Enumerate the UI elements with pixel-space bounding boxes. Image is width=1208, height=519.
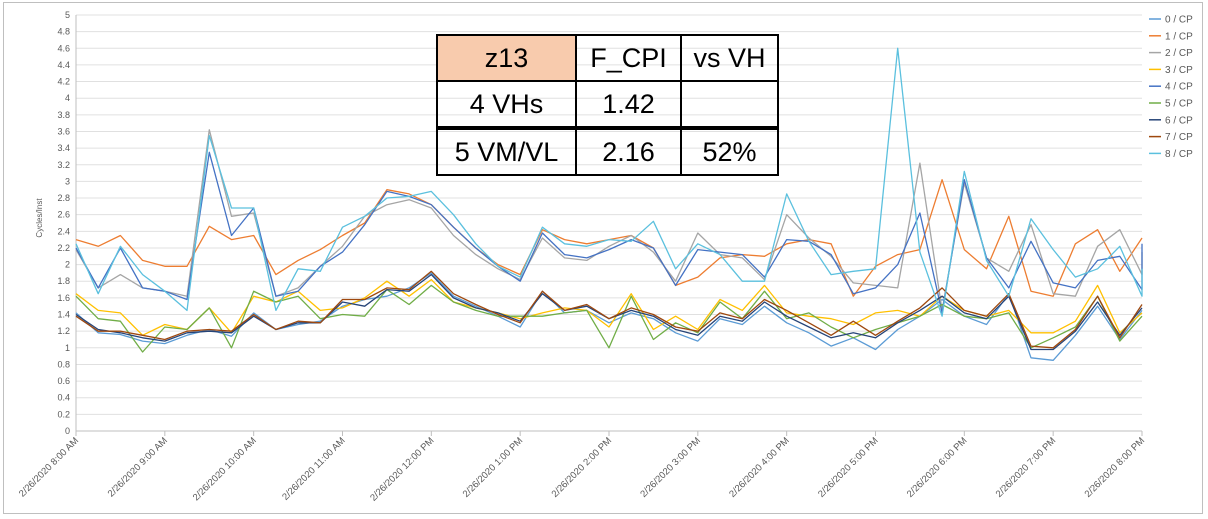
y-tick-label: 4.6 [57, 43, 70, 53]
legend-label: 6 / CP [1165, 115, 1193, 126]
y-tick-label: 0.2 [57, 409, 70, 419]
table-header-cell: vs VH [680, 34, 779, 82]
x-tick-label: 2/26/2020 5:00 PM [816, 435, 881, 500]
series-line-8-cp [75, 47, 1143, 317]
y-tick-label: 5 [65, 10, 70, 20]
table-row: 4 VHs 1.42 [436, 80, 779, 129]
x-tick-label: 2/26/2020 7:00 PM [994, 435, 1059, 500]
x-tick-label: 2/26/2020 8:00 AM [17, 435, 81, 499]
y-tick-label: 4 [65, 93, 70, 103]
y-tick-label: 3.6 [57, 126, 70, 136]
y-axis-label: Cycles/Inst [35, 198, 44, 238]
y-tick-label: 3.8 [57, 110, 70, 120]
legend-label: 2 / CP [1165, 48, 1193, 59]
x-tick-label: 2/26/2020 1:00 PM [461, 435, 526, 500]
legend-label: 3 / CP [1165, 65, 1193, 76]
y-tick-label: 3 [65, 176, 70, 186]
table-row: 5 VM/VL 2.16 52% [436, 126, 779, 176]
y-tick-label: 1.6 [57, 293, 70, 303]
legend-label: 8 / CP [1165, 149, 1193, 160]
y-tick-label: 2.2 [57, 243, 70, 253]
table-header-cell: F_CPI [575, 34, 682, 82]
series-line-1-cp [75, 179, 1143, 297]
y-tick-label: 4.4 [57, 60, 70, 70]
y-tick-label: 2 [65, 260, 70, 270]
y-tick-label: 3.4 [57, 143, 70, 153]
cpi-summary-table: z13 F_CPI vs VH 4 VHs 1.42 5 VM/VL 2.16 … [436, 34, 779, 176]
x-tick-label: 2/26/2020 12:00 PM [368, 435, 436, 503]
legend-label: 7 / CP [1165, 132, 1193, 143]
series-lines [75, 47, 1143, 361]
y-tick-label: 1.8 [57, 276, 70, 286]
x-tick-label: 2/26/2020 10:00 AM [191, 435, 259, 503]
x-tick-label: 2/26/2020 9:00 AM [106, 435, 170, 499]
y-tick-label: 4.2 [57, 77, 70, 87]
y-tick-label: 1.2 [57, 326, 70, 336]
table-cell: 5 VM/VL [436, 126, 577, 176]
x-tick-label: 2/26/2020 8:00 PM [1083, 435, 1148, 500]
table-cell: 1.42 [575, 80, 682, 129]
legend-label: 1 / CP [1165, 31, 1193, 42]
legend-label: 5 / CP [1165, 99, 1193, 110]
y-tick-label: 2.4 [57, 226, 70, 236]
x-tick-label: 2/26/2020 3:00 PM [638, 435, 703, 500]
y-tick-label: 0.6 [57, 376, 70, 386]
y-axis-ticks: 0 0.2 0.4 0.6 0.8 1 1.2 1.4 1.6 1.8 2 2.2 2.4 2.6 2.8 3… [57, 10, 70, 436]
x-tick-label: 2/26/2020 4:00 PM [727, 435, 792, 500]
y-tick-label: 2.6 [57, 210, 70, 220]
x-tick-label: 2/26/2020 2:00 PM [550, 435, 615, 500]
y-tick-label: 0 [65, 426, 70, 436]
y-tick-label: 2.8 [57, 193, 70, 203]
x-tick-label: 2/26/2020 11:00 AM [280, 435, 347, 502]
y-tick-label: 0.8 [57, 359, 70, 369]
chart-frame: 0 0.2 0.4 0.6 0.8 1 1.2 1.4 1.6 1.8 2 2.2 2.4 2.6 2.8 3… [3, 2, 1203, 514]
line-chart: 0 0.2 0.4 0.6 0.8 1 1.2 1.4 1.6 1.8 2 2.2 2.4 2.6 2.8 3… [17, 10, 1193, 504]
y-tick-label: 1 [65, 343, 70, 353]
table-cell: 2.16 [575, 126, 682, 176]
table-header-row: z13 F_CPI vs VH [436, 34, 779, 82]
series-line-3-cp [75, 278, 1143, 336]
table-cell: 52% [680, 126, 779, 176]
legend-label: 4 / CP [1165, 82, 1193, 93]
table-header-cell: z13 [436, 34, 577, 82]
table-cell [680, 80, 779, 129]
y-tick-label: 3.2 [57, 160, 70, 170]
table-cell: 4 VHs [436, 80, 577, 129]
legend: 0 / CP 1 / CP 2 / CP 3 / CP 4 / CP 5 / CP 6 / … [1149, 15, 1193, 160]
y-tick-label: 0.4 [57, 393, 70, 403]
series-line-5-cp [75, 284, 1143, 353]
y-tick-label: 4.8 [57, 27, 70, 37]
series-line-7-cp [75, 270, 1143, 349]
x-tick-label: 2/26/2020 6:00 PM [905, 435, 970, 500]
legend-label: 0 / CP [1165, 15, 1193, 26]
y-tick-label: 1.4 [57, 310, 70, 320]
x-axis-ticks: 2/26/2020 8:00 AM 2/26/2020 9:00 AM 2/26/2… [17, 431, 1147, 504]
series-line-4-cp [75, 151, 1143, 314]
